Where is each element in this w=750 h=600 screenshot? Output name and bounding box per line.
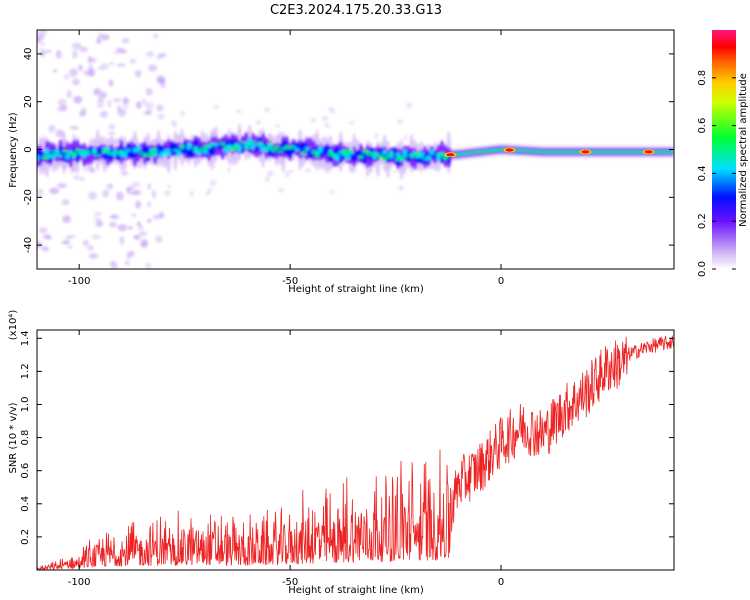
colorbar-ticks: 0.0 0.2 0.4 0.6 0.8 [697, 70, 736, 277]
y-tick-label: 0.4 [20, 496, 31, 512]
snr-y-multiplier: (x10⁴) [8, 310, 19, 341]
colorbar: 0.0 0.2 0.4 0.6 0.8 Normalized spectral ampl… [697, 30, 749, 277]
spectrogram-x-ticks: -100 -50 0 [68, 30, 504, 287]
x-tick-label: -100 [68, 577, 91, 588]
snr-series-line [37, 335, 674, 570]
y-tick-label: 0.8 [20, 430, 31, 446]
x-tick-label: 0 [498, 577, 504, 588]
snr-x-ticks: -100 -50 0 [68, 330, 504, 588]
y-tick-label: 20 [23, 95, 34, 108]
snr-x-label: Height of straight line (km) [288, 585, 424, 596]
colorbar-tick-label: 0.8 [697, 70, 708, 86]
y-tick-label: 0.2 [20, 529, 31, 545]
x-tick-label: -100 [68, 276, 91, 287]
colorbar-tick-label: 0.6 [697, 118, 708, 134]
x-tick-label: -50 [282, 276, 298, 287]
y-tick-label: 1.4 [20, 330, 31, 346]
colorbar-gradient [712, 30, 736, 269]
spectrogram-heatmap [37, 30, 674, 269]
colorbar-tick-label: 0.2 [697, 213, 708, 229]
spectrogram-x-label: Height of straight line (km) [288, 284, 424, 295]
spectrogram-panel: -100 -50 0 -40 -20 0 20 40 Height of straight … [8, 29, 675, 295]
y-tick-label: 1.2 [20, 363, 31, 379]
snr-y-label: SNR (10 * v/v) [8, 402, 19, 473]
y-tick-label: 1.0 [20, 397, 31, 413]
colorbar-tick-label: 0.0 [697, 261, 708, 277]
y-tick-label: -20 [23, 189, 34, 205]
snr-frame [36, 329, 675, 571]
snr-panel: -100 -50 0 0.2 0.4 0.6 0.8 1.0 1.2 1.4 Height of… [8, 310, 675, 596]
spectrogram-y-label: Frequency (Hz) [8, 112, 19, 188]
y-tick-label: 0.6 [20, 463, 31, 479]
y-tick-label: 0 [23, 146, 34, 152]
x-tick-label: -50 [282, 577, 298, 588]
colorbar-label: Normalized spectral amplitude [738, 73, 749, 227]
y-tick-label: -40 [23, 237, 34, 253]
y-tick-label: 40 [23, 48, 34, 61]
colorbar-tick-label: 0.4 [697, 165, 708, 181]
snr-y-ticks: 0.2 0.4 0.6 0.8 1.0 1.2 1.4 [20, 330, 674, 545]
x-tick-label: 0 [498, 276, 504, 287]
figure-title: C2E3.2024.175.20.33.G13 [270, 3, 442, 18]
spectrogram-y-ticks: -40 -20 0 20 40 [23, 48, 674, 253]
